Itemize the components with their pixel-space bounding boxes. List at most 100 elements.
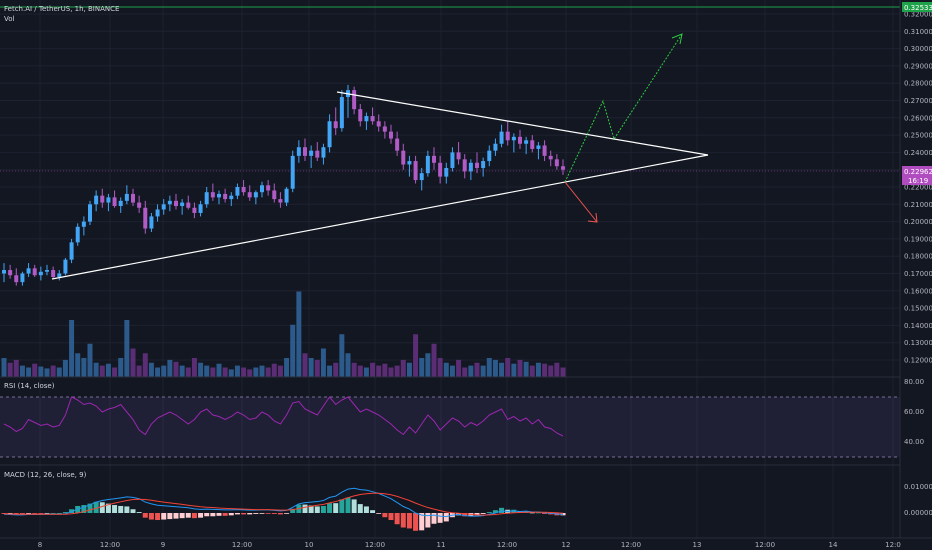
candle-body: [2, 270, 6, 274]
time-label: 12:00: [365, 541, 385, 549]
volume-bar: [26, 367, 32, 377]
macd-hist-bar: [32, 513, 38, 514]
macd-signal-line: [3, 492, 564, 516]
volume-bar: [259, 365, 265, 377]
volume-bar: [265, 367, 271, 377]
macd-hist-bar: [486, 512, 492, 513]
macd-hist-bar: [492, 510, 498, 513]
price-tick: 0.17000: [904, 270, 932, 278]
macd-hist-bar: [105, 503, 111, 513]
bearish-projection[interactable]: [564, 181, 598, 223]
volume-bar: [179, 365, 185, 377]
volume-bar: [38, 366, 44, 377]
candle-body: [112, 197, 117, 207]
volume-bar: [198, 362, 204, 377]
macd-hist-bar: [26, 513, 32, 514]
macd-line: [3, 487, 564, 518]
volume-bar: [499, 362, 505, 377]
macd-hist-bar: [406, 513, 412, 529]
macd-hist-bar: [253, 513, 259, 514]
volume-bar: [351, 362, 357, 377]
macd-hist-bar: [431, 513, 437, 524]
volume-bar: [253, 367, 259, 377]
candle-body: [376, 121, 381, 127]
macd-hist-bar: [474, 513, 480, 516]
candle-body: [536, 145, 541, 149]
time-label: 13: [693, 541, 702, 549]
candle-body: [81, 221, 86, 227]
macd-hist-bar: [259, 513, 265, 514]
macd-hist-bar: [210, 513, 216, 517]
macd-hist-bar: [363, 506, 369, 513]
top-line-tag: [902, 2, 932, 12]
candle-body: [493, 143, 498, 151]
bullish-projection[interactable]: [564, 33, 683, 183]
time-label: 8: [38, 541, 42, 549]
macd-hist-bar: [216, 513, 222, 516]
time-label: 14: [829, 541, 838, 549]
candle-body: [186, 202, 191, 208]
volume-bar: [69, 320, 75, 377]
macd-hist-bar: [382, 513, 388, 518]
candle-body: [241, 187, 246, 193]
rsi-tick-80: 80.00: [904, 378, 924, 386]
macd-hist-bar: [327, 503, 333, 513]
volume-bar: [302, 353, 308, 377]
bullish-arrowhead: [671, 33, 683, 45]
candle-body: [131, 193, 135, 203]
price-tick: 0.16000: [904, 287, 932, 295]
time-axis-labels: 8 12:00 9 12:00 10 12:00 11 12:00 12 12:00 13 12:00…: [38, 541, 901, 549]
volume-bar: [308, 358, 314, 377]
candle-body: [180, 202, 185, 207]
volume-bar: [560, 367, 566, 377]
volume-bar: [419, 358, 425, 377]
last-price-tag-text: 0.22962: [904, 168, 932, 176]
volume-bar: [222, 367, 228, 377]
candle-body: [450, 152, 455, 168]
volume-bar: [370, 362, 376, 377]
candle-body: [38, 271, 43, 276]
volume-bar: [529, 365, 535, 377]
candle-body: [481, 161, 486, 168]
candle-body: [217, 193, 221, 198]
price-axis-bg[interactable]: [900, 0, 932, 538]
volume-bar: [542, 363, 548, 377]
price-tick: 0.30000: [904, 45, 932, 53]
price-tick: 0.12000: [904, 357, 932, 365]
candle-body: [118, 200, 123, 207]
macd-hist-bar: [136, 512, 142, 513]
macd-hist-bar: [370, 510, 376, 513]
candle-body: [407, 161, 412, 165]
volume-bar: [210, 367, 216, 377]
candle-body: [499, 131, 504, 144]
volume-bar: [400, 359, 406, 377]
macd-hist-bar: [542, 513, 548, 514]
candlesticks[interactable]: [2, 84, 565, 286]
candle-body: [229, 195, 234, 200]
rsi-tick-40: 40.00: [904, 438, 924, 446]
volume-bar: [191, 358, 197, 377]
triangle-drawing[interactable]: [51, 91, 709, 280]
candle-body: [401, 150, 406, 165]
macd-hist-bar: [1, 513, 7, 514]
candle-body: [14, 275, 19, 283]
candle-body: [321, 147, 326, 158]
candle-body: [167, 200, 172, 205]
candle-body: [272, 190, 277, 200]
macd-hist-bar: [185, 513, 191, 518]
volume-bar: [228, 369, 234, 377]
price-tick: 0.26000: [904, 114, 932, 122]
candle-body: [247, 192, 252, 198]
volume-label: Vol: [4, 15, 15, 23]
volume-bar: [93, 362, 99, 377]
volume-bar: [155, 367, 161, 377]
macd-hist-bar: [50, 513, 56, 514]
macd-hist-bar: [308, 505, 314, 513]
price-tick: 0.24000: [904, 149, 932, 157]
candle-body: [174, 200, 178, 207]
volume-bar: [462, 367, 468, 377]
price-tick: 0.32000: [904, 11, 932, 19]
volume-bar: [87, 343, 93, 377]
time-label: 12:0: [885, 541, 901, 549]
